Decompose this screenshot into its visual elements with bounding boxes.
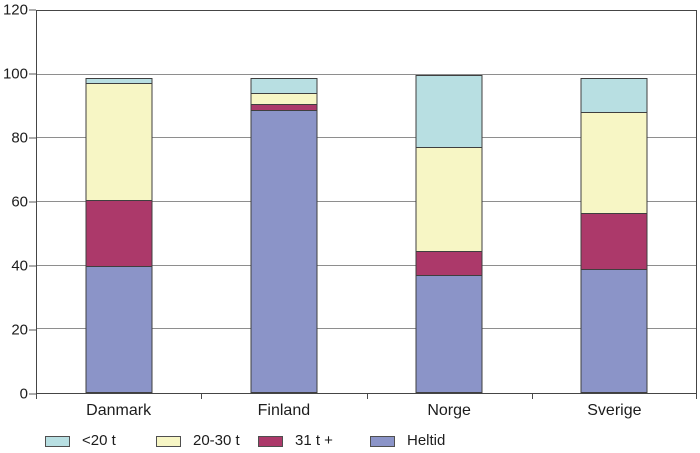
bar-segment-sverige-31-t [580,212,648,270]
y-tick-mark [29,137,36,139]
x-axis-ticks [36,394,697,399]
category-label-danmark: Danmark [86,402,152,419]
legend-swatch-20-t [45,435,70,447]
legend-swatch-20-30-t [156,435,181,447]
legend-label-heltid: Heltid [407,432,446,449]
bar-segment-finland-20-t [250,77,318,94]
legend-item-20-30-t: 20-30 t [156,433,240,449]
legend-swatch-heltid [370,435,395,447]
category-label-norge: Norge [427,402,471,419]
x-tick-mark [366,394,368,399]
x-tick-mark [531,394,533,399]
legend-item-20-t: <20 t [45,433,116,449]
y-tick-label-20: 20 [11,321,28,339]
y-tick-label-80: 80 [11,129,28,147]
y-tick-mark [29,265,36,267]
y-tick-label-40: 40 [11,257,28,275]
legend-label-20-t: <20 t [82,432,116,449]
gridline-y-20 [37,328,696,330]
legend-label-20-30-t: 20-30 t [193,432,240,449]
bar-segment-norge-heltid [415,275,483,393]
gridline-y-60 [37,201,696,202]
x-axis-labels: Danmark Finland Norge Sverige [36,402,697,422]
bar-segment-danmark-heltid [85,265,153,393]
bar-segment-norge-31-t [415,250,483,277]
category-label-finland: Finland [257,402,311,419]
y-tick-mark [29,73,36,75]
category-label-sverige: Sverige [587,402,642,419]
bar-segment-sverige-heltid [580,268,648,393]
x-tick-mark [36,394,37,399]
y-tick-mark [29,9,36,11]
legend-item-31-t: 31 t + [258,433,333,449]
x-tick-mark [201,394,203,399]
y-tick-mark [29,201,36,203]
y-tick-label-60: 60 [11,193,28,211]
y-tick-label-100: 100 [2,65,28,83]
legend: <20 t 20-30 t 31 t + Heltid [0,433,700,453]
y-axis-ticks [29,9,36,395]
plot-area [36,10,697,394]
legend-label-31-t: 31 t + [295,432,333,449]
bar-segment-sverige-20-30-t [580,111,648,214]
bar-segment-sverige-20-t [580,77,648,113]
gridline-y-40 [37,264,696,266]
bar-segment-norge-20-30-t [415,146,483,252]
x-tick-mark [696,394,697,399]
bar-segment-norge-20-t [415,74,483,148]
y-tick-label-120: 120 [2,1,28,19]
gridline-y-80 [37,137,696,139]
bar-segment-danmark-20-30-t [85,83,153,201]
y-tick-mark [29,393,36,395]
gridline-y-100 [37,73,696,75]
bar-segment-danmark-31-t [85,199,153,267]
y-tick-label-0: 0 [19,385,28,403]
bar-finland [250,11,318,393]
y-axis-labels: 0 20 40 60 80 100 120 [0,3,29,402]
legend-swatch-31-t [258,435,283,447]
bar-segment-finland-heltid [250,109,318,393]
y-tick-mark [29,329,36,331]
legend-item-heltid: Heltid [370,433,445,449]
bar-norge [415,11,483,393]
bar-sverige [580,11,648,393]
bar-danmark [85,11,153,393]
